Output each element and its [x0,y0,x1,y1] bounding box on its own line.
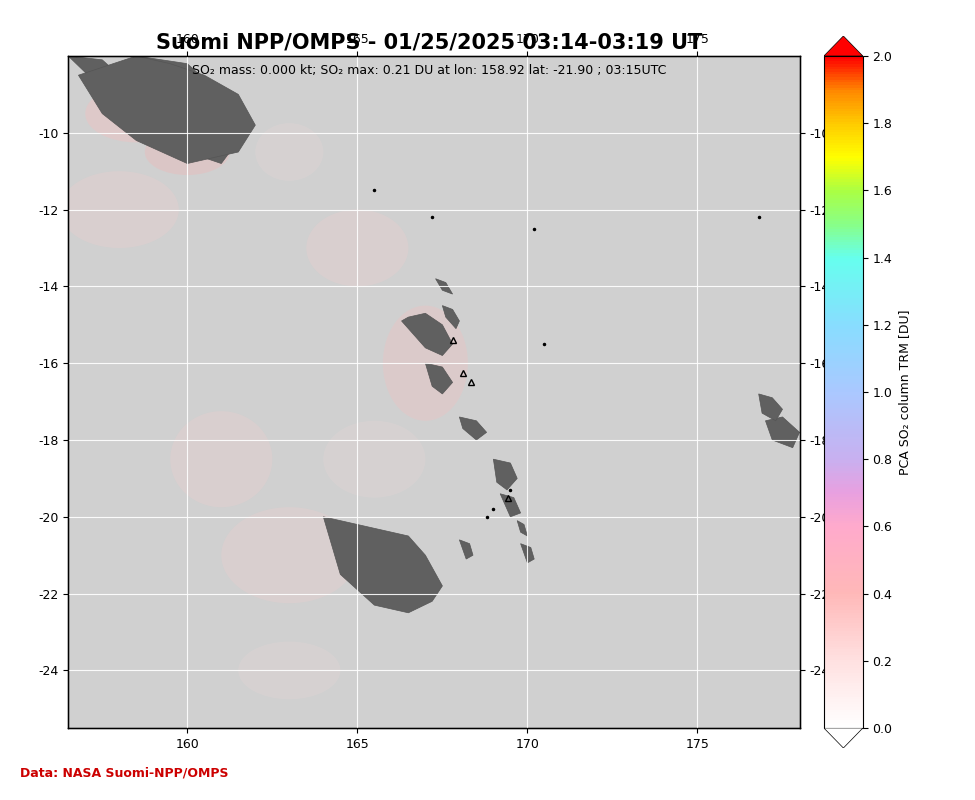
Polygon shape [824,728,863,748]
Polygon shape [68,56,119,86]
Ellipse shape [306,210,409,286]
Ellipse shape [255,123,324,181]
Polygon shape [425,363,452,394]
Polygon shape [136,56,214,114]
Ellipse shape [144,129,230,175]
Polygon shape [765,417,799,448]
Ellipse shape [221,507,358,603]
Ellipse shape [383,306,468,421]
Polygon shape [402,314,452,355]
Polygon shape [324,517,443,613]
Polygon shape [517,521,527,536]
Polygon shape [459,540,473,559]
Ellipse shape [324,421,425,498]
Ellipse shape [59,171,178,248]
Ellipse shape [85,85,187,142]
Ellipse shape [171,411,272,507]
Polygon shape [459,417,487,440]
Text: Data: NASA Suomi-NPP/OMPS: Data: NASA Suomi-NPP/OMPS [20,767,228,780]
Y-axis label: PCA SO₂ column TRM [DU]: PCA SO₂ column TRM [DU] [898,310,912,474]
Polygon shape [521,544,534,563]
Polygon shape [78,56,255,163]
Text: Suomi NPP/OMPS - 01/25/2025 03:14-03:19 UT: Suomi NPP/OMPS - 01/25/2025 03:14-03:19 … [156,32,702,52]
Polygon shape [493,459,517,490]
Polygon shape [153,102,238,163]
Polygon shape [824,36,863,56]
Polygon shape [443,306,459,329]
Polygon shape [500,494,521,517]
Text: SO₂ mass: 0.000 kt; SO₂ max: 0.21 DU at lon: 158.92 lat: -21.90 ; 03:15UTC: SO₂ mass: 0.000 kt; SO₂ max: 0.21 DU at … [192,64,666,77]
Polygon shape [759,394,783,421]
Ellipse shape [238,642,340,699]
Polygon shape [436,278,452,294]
